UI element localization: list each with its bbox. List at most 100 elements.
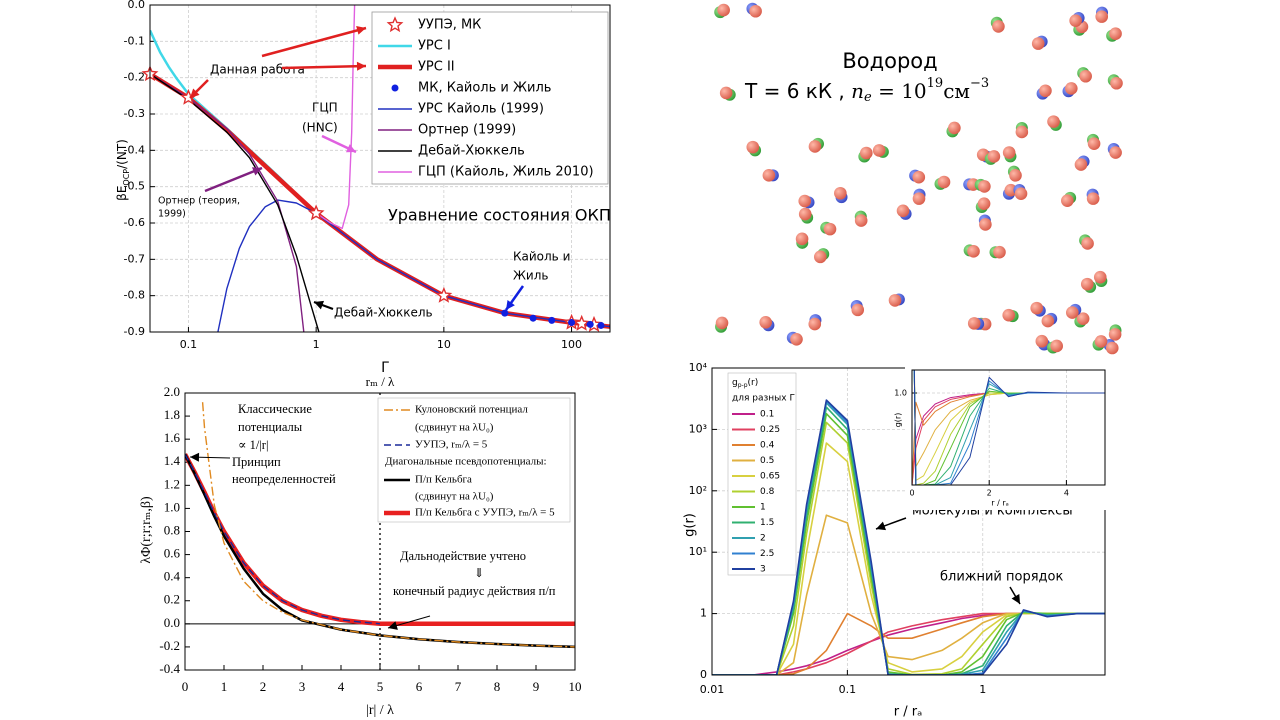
y-tick-label: 0.8: [164, 522, 180, 537]
text-backdrop: [740, 40, 1030, 110]
x-tick-label: 7: [455, 679, 462, 694]
y-tick-label: 1.8: [164, 407, 180, 422]
atom: [967, 317, 981, 330]
dot-marker: [568, 319, 576, 327]
annotation: ∝ 1/|r|: [238, 438, 268, 452]
legend-label: 2.5: [760, 549, 774, 559]
potential-chart: 0 1 2 3 4 5 6 7 8 9 10 -0.4 -0.2 0.0 0.2 0.4 0.6 0.8 1.0 1.…: [139, 374, 581, 718]
y-tick-label: -0.7: [124, 252, 145, 265]
inset-background: [905, 365, 1108, 510]
legend-label: УРС I: [418, 39, 451, 54]
x-tick-label: 4: [338, 679, 345, 694]
x-tick-label: 0.01: [700, 683, 725, 696]
atom: [1080, 277, 1094, 291]
atom: [860, 146, 873, 160]
y-axis-label: βEOCP/(NT): [115, 139, 131, 201]
legend-label: УРС Кайоль (1999): [418, 102, 544, 117]
atom: [717, 3, 730, 17]
atom: [1093, 270, 1107, 284]
dot-marker: [501, 309, 509, 317]
atom: [808, 140, 822, 153]
y-tick-label: 0.4: [164, 569, 181, 584]
y-tick-label: -0.5: [124, 180, 145, 193]
arrow-head: [190, 452, 200, 462]
atom: [1002, 146, 1016, 159]
formula-part: см: [943, 79, 970, 103]
x-tick-label: 2: [987, 489, 992, 498]
atom: [1041, 314, 1055, 328]
y-tick-label: -0.1: [124, 34, 145, 47]
y-tick-label: -0.8: [124, 289, 145, 302]
star-marker: [573, 314, 591, 331]
y-axis-label: g(r): [683, 513, 698, 537]
x-tick-label: 6: [416, 679, 423, 694]
x-axis-label: |r| / λ: [366, 703, 394, 718]
atom: [977, 197, 991, 210]
legend-label: (сдвинут на λU₀): [415, 491, 494, 503]
atom: [1030, 301, 1044, 315]
arrow-head: [506, 300, 515, 310]
annotation: Уравнение состояния ОКП: [388, 206, 611, 225]
legend-box: [727, 372, 797, 576]
legend-label: 1: [760, 503, 766, 513]
atom: [912, 192, 926, 205]
hydrogen-illustration: Водород T = 6 кК , ne = 1019см−3: [714, 2, 1123, 355]
atom: [834, 186, 847, 200]
legend-label: Кулоновский потенциал: [415, 404, 528, 416]
atom: [749, 4, 762, 18]
atom: [1039, 84, 1052, 98]
series-line: [201, 402, 575, 648]
formula-part: e: [864, 90, 872, 105]
x-tick-label: 100: [561, 338, 582, 351]
atom: [813, 250, 827, 264]
atom: [1009, 169, 1022, 182]
atom: [790, 333, 803, 346]
illustration-formula: T = 6 кК , ne = 1019см−3: [744, 76, 989, 105]
arrow-head: [356, 61, 366, 71]
atom: [1050, 339, 1063, 353]
y-axis-label: λΦ(r;r;rₘ,β): [139, 496, 154, 564]
atom: [795, 232, 809, 246]
x-tick-label: 0.1: [180, 338, 198, 351]
atom: [1109, 146, 1122, 159]
annotation: Принцип: [232, 455, 281, 469]
y-tick-label: 0.6: [164, 546, 181, 561]
series-line: [315, 5, 356, 230]
y-tick-label: -0.2: [124, 71, 145, 84]
atom: [1086, 192, 1100, 205]
atom: [993, 245, 1006, 259]
annotation: ближний порядок: [940, 570, 1063, 585]
arrow: [204, 166, 263, 193]
atom: [948, 121, 961, 135]
y-tick-label: 1.4: [164, 453, 181, 468]
y-tick-label: -0.4: [159, 661, 180, 676]
x-axis-label: r / rₐ: [894, 705, 922, 720]
y-tick-label: 10³: [689, 422, 707, 435]
series-line: [913, 370, 1105, 485]
formula-part: n: [851, 79, 864, 103]
y-tick-label: 0: [700, 668, 707, 681]
series-line: [712, 399, 1105, 675]
atom: [762, 169, 776, 182]
atom: [1074, 158, 1088, 171]
annotation: ГЦП: [312, 101, 338, 115]
legend-title-part: g: [732, 378, 738, 388]
rdf-inset-chart: 0 2 4 1.0 r / rₐ g(r): [894, 365, 1108, 510]
dot-marker: [586, 320, 594, 328]
atom: [1035, 334, 1049, 348]
eos-chart: 0.1 1 10 100 0.0 -0.1 -0.2 -0.3 -0.4 -0.5 -0.6 -0.7…: [115, 0, 611, 376]
legend-label: 0.5: [760, 456, 774, 466]
y-tick-label: 1.0: [164, 499, 180, 514]
legend-swatch: [386, 16, 404, 33]
arrow-head: [876, 521, 886, 531]
y-tick-label: 10⁴: [689, 361, 708, 374]
annotation: неопределенностей: [232, 472, 336, 486]
atom: [851, 303, 865, 317]
annotation: конечный радиус действия п/п: [393, 584, 556, 598]
legend-title-part: p-p: [738, 382, 748, 389]
legend-label: 0.25: [760, 425, 780, 435]
legend-label: 2: [760, 534, 766, 544]
x-tick-label: 4: [1064, 489, 1069, 498]
x-tick-label: 0.1: [839, 683, 857, 696]
annotation: Данная работа: [210, 63, 305, 77]
